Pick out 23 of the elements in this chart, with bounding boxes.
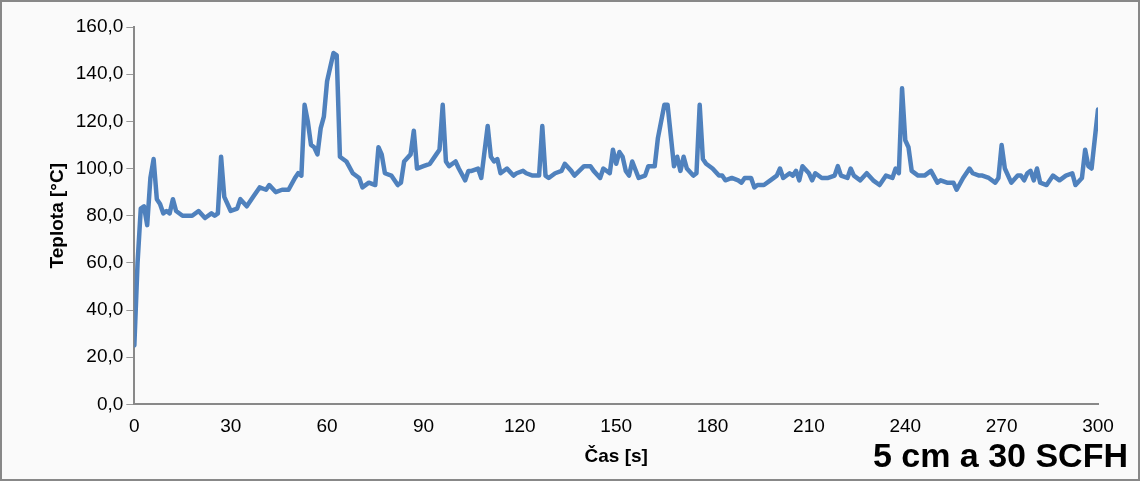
x-tick-label: 30 [220, 415, 242, 437]
x-tick-label: 180 [696, 415, 729, 437]
x-axis-title: Čas [s] [584, 444, 648, 466]
y-tick-label: 40,0 [86, 298, 124, 320]
x-tick-label: 120 [503, 415, 536, 437]
y-tick-label: 20,0 [86, 345, 124, 367]
x-tick-label: 60 [316, 415, 338, 437]
x-tick-label: 210 [793, 415, 825, 437]
x-tick-label: 300 [1082, 415, 1114, 437]
y-tick-label: 100,0 [75, 156, 124, 178]
y-tick-label: 160,0 [75, 15, 124, 37]
y-tick-label: 0,0 [96, 392, 124, 414]
y-tick-label: 80,0 [86, 203, 124, 225]
x-tick-label: 0 [129, 415, 140, 437]
x-tick-label: 90 [412, 415, 435, 437]
x-tick-label: 150 [600, 415, 633, 437]
y-tick-label: 140,0 [75, 62, 124, 84]
y-tick-label: 120,0 [75, 109, 124, 131]
y-tick-label: 60,0 [86, 251, 124, 273]
x-tick-label: 240 [889, 415, 922, 437]
y-axis-title: Teplota [°C] [45, 163, 67, 269]
text: 5 cm a 30 SCFH [872, 436, 1128, 475]
x-tick-label: 270 [985, 415, 1018, 437]
